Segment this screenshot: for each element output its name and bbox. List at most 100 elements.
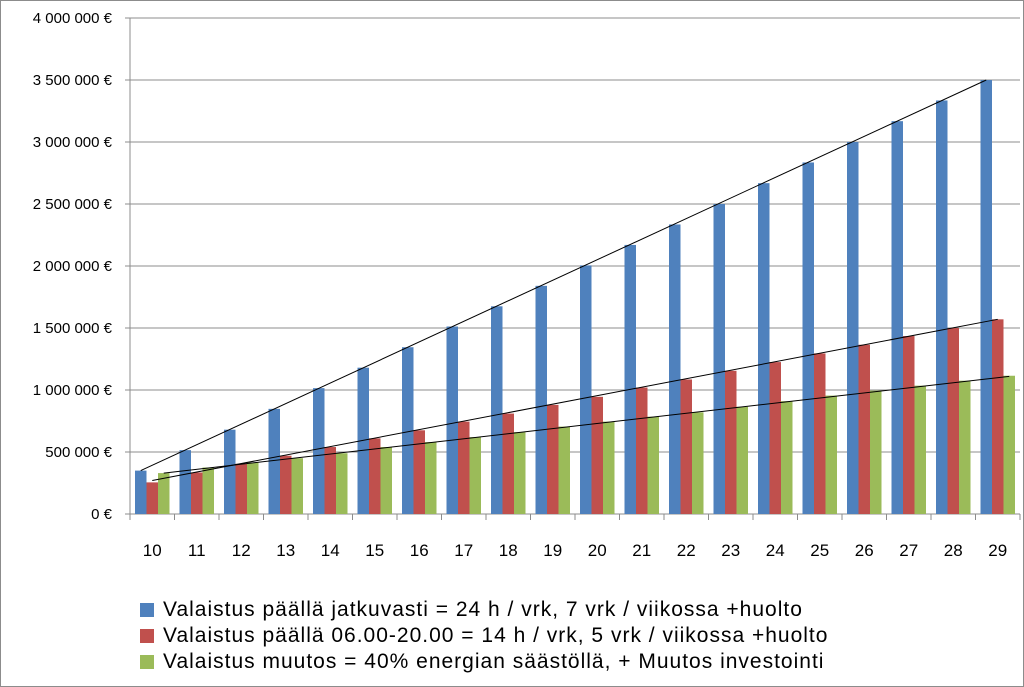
y-tick-label: 3 500 000 € xyxy=(33,72,113,89)
trendline-series-3 xyxy=(163,375,1010,474)
x-tick-label: 10 xyxy=(143,541,162,560)
bar-series-1 xyxy=(313,388,325,514)
y-tick-label: 1 000 000 € xyxy=(33,382,113,399)
x-tick-label: 29 xyxy=(988,541,1007,560)
bar-series-3 xyxy=(647,416,659,514)
bar-series-3 xyxy=(870,390,882,514)
bar-series-2 xyxy=(814,353,826,514)
legend-label-series-1: Valaistus päällä jatkuvasti = 24 h / vrk… xyxy=(163,598,803,621)
trendline-series-2 xyxy=(152,318,998,482)
bar-series-3 xyxy=(514,432,526,514)
bar-series-2 xyxy=(725,370,737,514)
bar-series-2 xyxy=(146,482,158,514)
bar-series-2 xyxy=(680,379,692,514)
bar-series-2 xyxy=(191,472,203,514)
x-tick-label: 18 xyxy=(499,541,518,560)
x-tick-label: 21 xyxy=(632,541,651,560)
bar-series-3 xyxy=(603,421,615,514)
x-tick-label: 28 xyxy=(944,541,963,560)
x-tick-label: 27 xyxy=(899,541,918,560)
bar-series-2 xyxy=(235,463,247,514)
bar-series-2 xyxy=(992,319,1004,514)
bar-series-3 xyxy=(380,447,392,514)
bar-series-1 xyxy=(357,367,369,514)
legend-swatch-series-1 xyxy=(140,603,154,617)
x-tick-label: 11 xyxy=(188,541,206,560)
bar-series-3 xyxy=(825,395,837,514)
bar-series-1 xyxy=(135,470,147,514)
legend: Valaistus päällä jatkuvasti = 24 h / vrk… xyxy=(140,597,828,675)
x-tick-label: 17 xyxy=(454,541,473,560)
bar-series-1 xyxy=(669,224,681,514)
bar-series-2 xyxy=(413,430,425,514)
bar-series-2 xyxy=(369,438,381,514)
y-tick-label: 500 000 € xyxy=(45,444,112,461)
bar-series-2 xyxy=(591,396,603,514)
bar-series-2 xyxy=(324,447,336,514)
bar-series-2 xyxy=(858,344,870,514)
bar-series-2 xyxy=(458,421,470,514)
trendline-series-1 xyxy=(140,79,987,472)
legend-label-series-2: Valaistus päällä 06.00-20.00 = 14 h / vr… xyxy=(163,624,829,647)
legend-swatch-series-3 xyxy=(140,655,154,669)
bar-series-3 xyxy=(425,442,437,514)
bar-series-2 xyxy=(280,455,292,514)
bar-series-3 xyxy=(247,462,259,514)
bar-series-1 xyxy=(402,347,414,514)
bar-series-3 xyxy=(914,385,926,514)
x-tick-label: 12 xyxy=(232,541,251,560)
bar-series-1 xyxy=(491,306,503,514)
bar-series-1 xyxy=(580,265,592,514)
bar-series-3 xyxy=(736,406,748,514)
bar-series-3 xyxy=(692,412,704,514)
x-tick-label: 13 xyxy=(276,541,295,560)
bar-series-1 xyxy=(268,408,280,514)
bar-series-2 xyxy=(903,336,915,514)
x-tick-label: 20 xyxy=(588,541,607,560)
x-tick-label: 25 xyxy=(810,541,829,560)
bar-series-2 xyxy=(769,362,781,514)
bar-series-1 xyxy=(802,162,814,514)
bar-series-1 xyxy=(891,121,903,514)
bar-series-3 xyxy=(781,401,793,514)
x-tick-label: 26 xyxy=(855,541,874,560)
bar-series-1 xyxy=(980,80,992,514)
x-tick-label: 24 xyxy=(766,541,785,560)
bar-series-3 xyxy=(959,380,971,514)
bar-series-1 xyxy=(224,429,236,514)
bar-series-2 xyxy=(636,387,648,514)
bar-series-3 xyxy=(202,467,214,514)
x-tick-label: 15 xyxy=(365,541,384,560)
x-tick-label: 16 xyxy=(410,541,429,560)
bar-series-1 xyxy=(179,450,191,514)
bar-series-3 xyxy=(336,453,348,514)
y-tick-label: 0 € xyxy=(91,506,113,523)
bar-series-3 xyxy=(558,426,570,514)
legend-item-series-1: Valaistus päällä jatkuvasti = 24 h / vrk… xyxy=(140,597,828,623)
y-tick-label: 2 500 000 € xyxy=(33,196,113,213)
bar-series-2 xyxy=(547,404,559,514)
legend-item-series-3: Valaistus muutos = 40% energian säästöll… xyxy=(140,649,828,675)
bar-series-2 xyxy=(947,328,959,514)
bar-series-2 xyxy=(502,413,514,514)
x-tick-label: 22 xyxy=(677,541,696,560)
bar-series-3 xyxy=(291,458,303,514)
bar-series-1 xyxy=(936,100,948,515)
y-tick-label: 3 000 000 € xyxy=(33,134,113,151)
y-tick-label: 1 500 000 € xyxy=(33,320,113,337)
x-tick-label: 14 xyxy=(321,541,340,560)
bar-series-1 xyxy=(624,244,636,515)
bar-series-3 xyxy=(158,473,170,514)
bar-series-3 xyxy=(1003,375,1015,514)
bar-series-1 xyxy=(758,183,770,514)
legend-swatch-series-2 xyxy=(140,629,154,643)
x-tick-label: 19 xyxy=(543,541,562,560)
y-tick-label: 2 000 000 € xyxy=(33,258,113,275)
legend-item-series-2: Valaistus päällä 06.00-20.00 = 14 h / vr… xyxy=(140,623,828,649)
bar-series-1 xyxy=(713,204,725,514)
x-tick-label: 23 xyxy=(721,541,740,560)
y-tick-label: 4 000 000 € xyxy=(33,10,113,27)
legend-label-series-3: Valaistus muutos = 40% energian säästöll… xyxy=(163,650,825,673)
bar-series-3 xyxy=(469,437,481,514)
